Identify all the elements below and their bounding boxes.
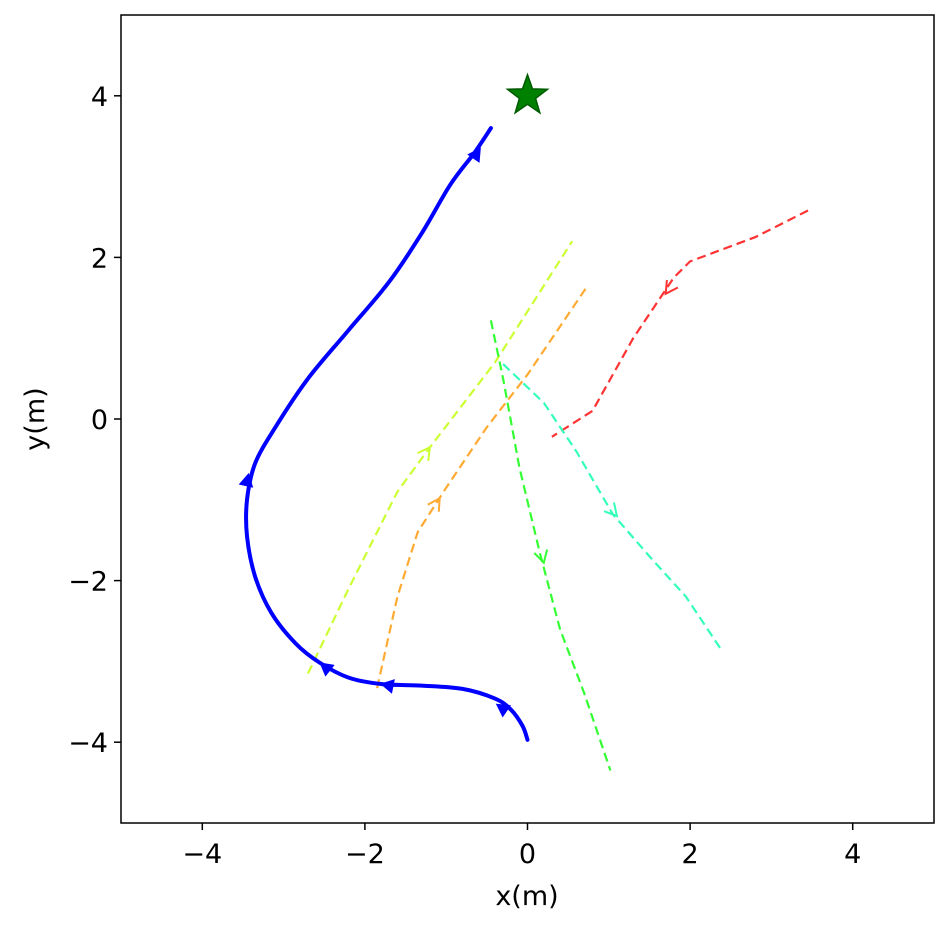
x-tick-label: 0 — [519, 839, 536, 870]
x-tick-label: 4 — [844, 839, 861, 870]
agent-arrow — [533, 549, 549, 565]
agent-arrow — [417, 445, 432, 462]
y-tick-label: 0 — [91, 405, 108, 436]
path-arrow — [319, 662, 335, 677]
agent-trajectory-3 — [307, 240, 574, 674]
agent-trajectory-5 — [502, 363, 724, 653]
x-tick-label: −4 — [182, 839, 222, 870]
y-tick-label: 2 — [91, 243, 108, 274]
agent-trajectory-1 — [551, 209, 809, 438]
goal-star-icon — [505, 72, 550, 115]
y-axis-ticks: −4 −2 0 2 4 — [68, 82, 121, 759]
path-arrow — [467, 147, 481, 163]
agent-line — [489, 320, 612, 771]
agent-line — [307, 240, 574, 674]
x-axis-label: x(m) — [495, 881, 558, 912]
x-tick-label: −2 — [345, 839, 385, 870]
robot-trajectory — [238, 126, 530, 742]
y-tick-label: −4 — [68, 728, 108, 759]
path-arrow — [380, 679, 395, 694]
agent-arrow — [427, 496, 441, 512]
y-tick-label: 4 — [91, 82, 108, 113]
plot-content — [238, 72, 809, 771]
agent-trajectory-4 — [489, 320, 612, 771]
path-arrow — [495, 703, 512, 718]
x-tick-label: 2 — [682, 839, 699, 870]
y-axis-label: y(m) — [20, 387, 51, 450]
y-tick-label: −2 — [68, 567, 108, 598]
robot-line — [244, 126, 530, 742]
agent-arrow — [603, 502, 619, 518]
agent-trajectory-2 — [376, 287, 587, 689]
x-axis-ticks: −4 −2 0 2 4 — [182, 823, 861, 870]
path-arrow — [238, 472, 254, 488]
agent-arrow — [664, 280, 679, 296]
agent-line — [551, 209, 809, 438]
agent-line — [376, 287, 587, 689]
